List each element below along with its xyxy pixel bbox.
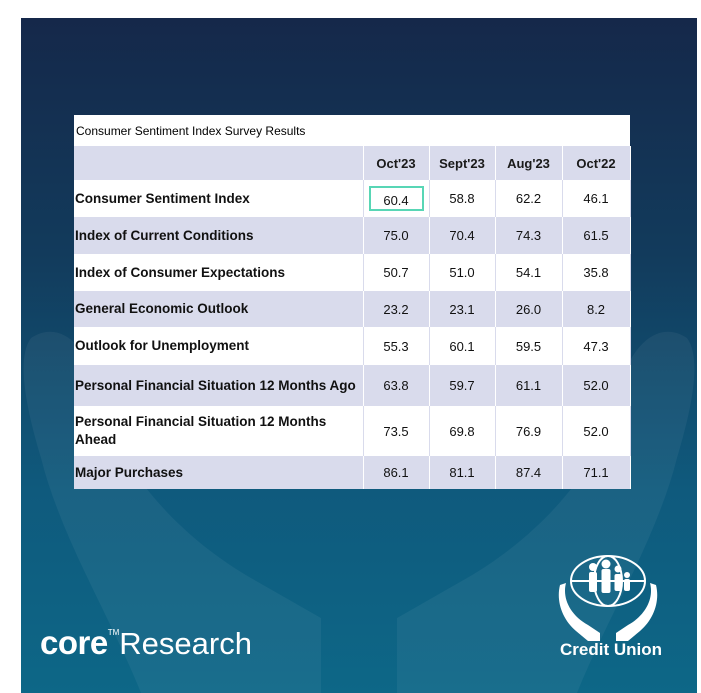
table-row: Index of Current Conditions 75.0 70.4 74…: [74, 217, 631, 254]
credit-union-label: Credit Union: [560, 640, 662, 659]
row-label: Index of Current Conditions: [74, 217, 364, 254]
table-row: Major Purchases 86.1 81.1 87.4 71.1: [74, 456, 631, 489]
table-title: Consumer Sentiment Index Survey Results: [74, 115, 631, 146]
value-cell: 54.1: [495, 254, 563, 291]
value-cell: 55.3: [363, 327, 430, 365]
value-cell: 50.7: [363, 254, 430, 291]
table-row: General Economic Outlook 23.2 23.1 26.0 …: [74, 291, 631, 327]
value-cell: 59.5: [495, 327, 563, 365]
column-header: Sept'23: [429, 146, 496, 180]
header-blank-cell: [74, 146, 364, 180]
value-cell: 52.0: [562, 406, 631, 456]
core-research-logo: coreTMResearch: [40, 624, 252, 664]
table-row: Index of Consumer Expectations 50.7 51.0…: [74, 254, 631, 291]
column-header: Aug'23: [495, 146, 563, 180]
sentiment-table: Consumer Sentiment Index Survey Results …: [74, 115, 631, 489]
value-cell: 8.2: [562, 291, 631, 327]
value-cell: 63.8: [363, 365, 430, 406]
row-label: Personal Financial Situation 12 Months A…: [74, 365, 364, 406]
row-label: Index of Consumer Expectations: [74, 254, 364, 291]
sentiment-table-container: Consumer Sentiment Index Survey Results …: [74, 115, 631, 489]
value-cell-highlighted: 60.4: [363, 180, 430, 217]
table-title-row: Consumer Sentiment Index Survey Results: [74, 115, 631, 146]
value-cell: 75.0: [363, 217, 430, 254]
value-cell: 62.2: [495, 180, 563, 217]
value-cell: 35.8: [562, 254, 631, 291]
row-label: General Economic Outlook: [74, 291, 364, 327]
table-row: Personal Financial Situation 12 Months A…: [74, 365, 631, 406]
value-cell: 71.1: [562, 456, 631, 489]
core-logo-research-word: Research: [119, 626, 252, 661]
value-cell: 61.1: [495, 365, 563, 406]
row-label: Consumer Sentiment Index: [74, 180, 364, 217]
value-cell: 76.9: [495, 406, 563, 456]
table-header-row: Oct'23 Sept'23 Aug'23 Oct'22: [74, 146, 631, 180]
value-cell: 23.1: [429, 291, 496, 327]
column-header: Oct'22: [562, 146, 631, 180]
core-logo-trademark: TM: [107, 628, 120, 637]
value-cell: 86.1: [363, 456, 430, 489]
value-cell: 74.3: [495, 217, 563, 254]
value-cell: 59.7: [429, 365, 496, 406]
value-cell: 73.5: [363, 406, 430, 456]
table-row: Consumer Sentiment Index 60.4 58.8 62.2 …: [74, 180, 631, 217]
value-cell: 26.0: [495, 291, 563, 327]
value-cell: 46.1: [562, 180, 631, 217]
value-cell: 69.8: [429, 406, 496, 456]
credit-union-logo-icon: [558, 555, 658, 641]
row-label: Major Purchases: [74, 456, 364, 489]
table-row: Outlook for Unemployment 55.3 60.1 59.5 …: [74, 327, 631, 365]
value-cell: 58.8: [429, 180, 496, 217]
value-cell: 23.2: [363, 291, 430, 327]
value-cell: 81.1: [429, 456, 496, 489]
table-row: Personal Financial Situation 12 Months A…: [74, 406, 631, 456]
value-cell: 47.3: [562, 327, 631, 365]
column-header: Oct'23: [363, 146, 430, 180]
value-cell: 51.0: [429, 254, 496, 291]
core-logo-word: core: [40, 624, 108, 661]
row-label: Outlook for Unemployment: [74, 327, 364, 365]
value-cell: 60.1: [429, 327, 496, 365]
selected-cell[interactable]: 60.4: [368, 186, 424, 211]
value-cell: 87.4: [495, 456, 563, 489]
value-cell: 70.4: [429, 217, 496, 254]
row-label: Personal Financial Situation 12 Months A…: [74, 406, 364, 456]
value-cell: 52.0: [562, 365, 631, 406]
value-cell: 61.5: [562, 217, 631, 254]
